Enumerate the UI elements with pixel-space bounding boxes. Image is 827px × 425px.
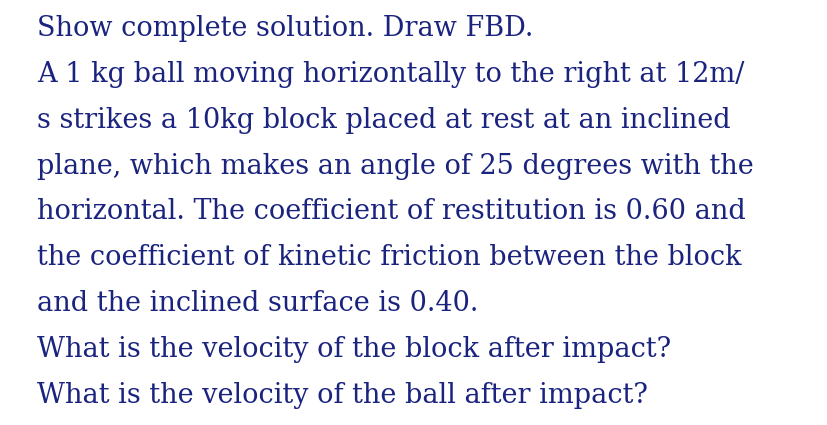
Text: s strikes a 10kg block placed at rest at an inclined: s strikes a 10kg block placed at rest at… [37, 107, 731, 134]
Text: What is the velocity of the block after impact?: What is the velocity of the block after … [37, 336, 672, 363]
Text: and the inclined surface is 0.40.: and the inclined surface is 0.40. [37, 290, 479, 317]
Text: the coefficient of kinetic friction between the block: the coefficient of kinetic friction betw… [37, 244, 742, 272]
Text: horizontal. The coefficient of restitution is 0.60 and: horizontal. The coefficient of restituti… [37, 198, 746, 226]
Text: plane, which makes an angle of 25 degrees with the: plane, which makes an angle of 25 degree… [37, 153, 754, 180]
Text: A 1 kg ball moving horizontally to the right at 12m/: A 1 kg ball moving horizontally to the r… [37, 61, 744, 88]
Text: Show complete solution. Draw FBD.: Show complete solution. Draw FBD. [37, 15, 533, 42]
Text: What is the velocity of the ball after impact?: What is the velocity of the ball after i… [37, 382, 648, 409]
